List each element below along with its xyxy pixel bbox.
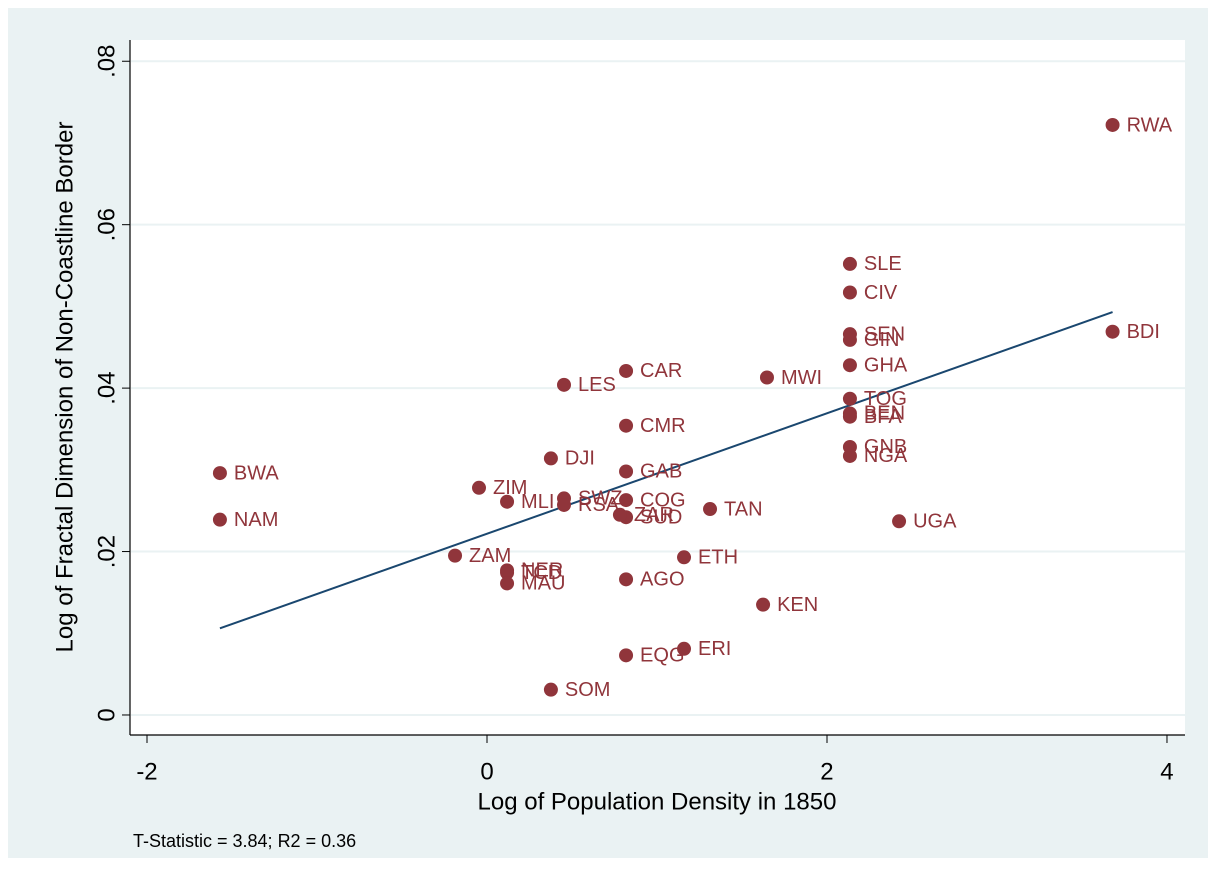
point xyxy=(472,480,487,495)
point-label: UGA xyxy=(913,511,957,533)
point-label: DJI xyxy=(565,448,595,470)
point-label: BDI xyxy=(1127,321,1160,343)
point xyxy=(500,565,515,580)
point-label: COG xyxy=(640,489,686,511)
point-label: SUD xyxy=(640,507,682,529)
point-label: BFA xyxy=(864,406,902,428)
y-tick-label: .04 xyxy=(93,371,120,404)
note: T-Statistic = 3.84; R2 = 0.36 xyxy=(133,831,356,851)
point xyxy=(619,418,634,433)
point-label: EQG xyxy=(640,645,684,667)
y-tick-label: 0 xyxy=(93,708,120,721)
point-label: CAR xyxy=(640,360,682,382)
point xyxy=(703,502,718,517)
point-label: SEN xyxy=(864,323,905,345)
point-label: GAB xyxy=(640,461,682,483)
point xyxy=(619,493,634,508)
point-label: ETH xyxy=(698,547,738,569)
point-label: MWI xyxy=(781,367,822,389)
point-label: CMR xyxy=(640,415,686,437)
y-tick-label: .02 xyxy=(93,535,120,568)
point-label: NGA xyxy=(864,445,908,467)
point xyxy=(842,391,857,406)
y-tick-label: .08 xyxy=(93,45,120,78)
point xyxy=(842,256,857,271)
point-label: SOM xyxy=(565,679,611,701)
point xyxy=(677,641,692,656)
point-label: NER xyxy=(521,560,563,582)
point-label: SWZ xyxy=(578,488,622,510)
point xyxy=(557,497,572,512)
point xyxy=(500,576,515,591)
point-label: RSA xyxy=(578,494,620,516)
point-label: KEN xyxy=(777,594,818,616)
point-label: LES xyxy=(578,374,616,396)
y-tick-label: .06 xyxy=(93,208,120,241)
point-label: BWA xyxy=(234,462,279,484)
point xyxy=(842,448,857,463)
point-label: AGO xyxy=(640,569,684,591)
point-label: NAM xyxy=(234,509,278,531)
point xyxy=(677,550,692,565)
point-label: TCD xyxy=(521,562,562,584)
point-label: GHA xyxy=(864,355,908,377)
fit-line xyxy=(219,311,1113,630)
y-axis-title: Log of Fractal Dimension of Non-Coastlin… xyxy=(51,122,78,653)
point xyxy=(212,466,227,481)
point-label: BEN xyxy=(864,403,905,425)
point xyxy=(619,572,634,587)
point xyxy=(619,363,634,378)
x-tick-label: -2 xyxy=(136,758,157,785)
point-label: CIV xyxy=(864,282,898,304)
point xyxy=(543,451,558,466)
point-label: ZIM xyxy=(493,477,527,499)
point xyxy=(557,377,572,392)
point-label: MLI xyxy=(521,491,554,513)
point-label: GIN xyxy=(864,329,900,351)
point xyxy=(842,332,857,347)
point-label: ZAM xyxy=(469,545,511,567)
point xyxy=(448,548,463,563)
point xyxy=(842,409,857,424)
x-tick-label: 0 xyxy=(480,758,493,785)
point xyxy=(759,370,774,385)
point xyxy=(842,285,857,300)
point xyxy=(619,464,634,479)
point xyxy=(1105,117,1120,132)
point xyxy=(756,597,771,612)
point xyxy=(619,648,634,663)
point-label: MAU xyxy=(521,573,565,595)
point xyxy=(212,512,227,527)
point-label: TAN xyxy=(724,498,763,520)
point-label: TOG xyxy=(864,388,907,410)
point xyxy=(892,514,907,529)
point xyxy=(543,682,558,697)
point-label: RWA xyxy=(1127,114,1173,136)
x-axis-title: Log of Population Density in 1850 xyxy=(478,788,837,815)
point xyxy=(612,507,627,522)
point xyxy=(500,494,515,509)
point xyxy=(842,358,857,373)
point xyxy=(1105,324,1120,339)
point-label: ERI xyxy=(698,638,731,660)
x-tick-label: 2 xyxy=(820,758,833,785)
x-tick-label: 4 xyxy=(1160,758,1173,785)
point-label: ZAR xyxy=(634,504,674,526)
point-label: GNB xyxy=(864,436,907,458)
point-label: SLE xyxy=(864,253,902,275)
